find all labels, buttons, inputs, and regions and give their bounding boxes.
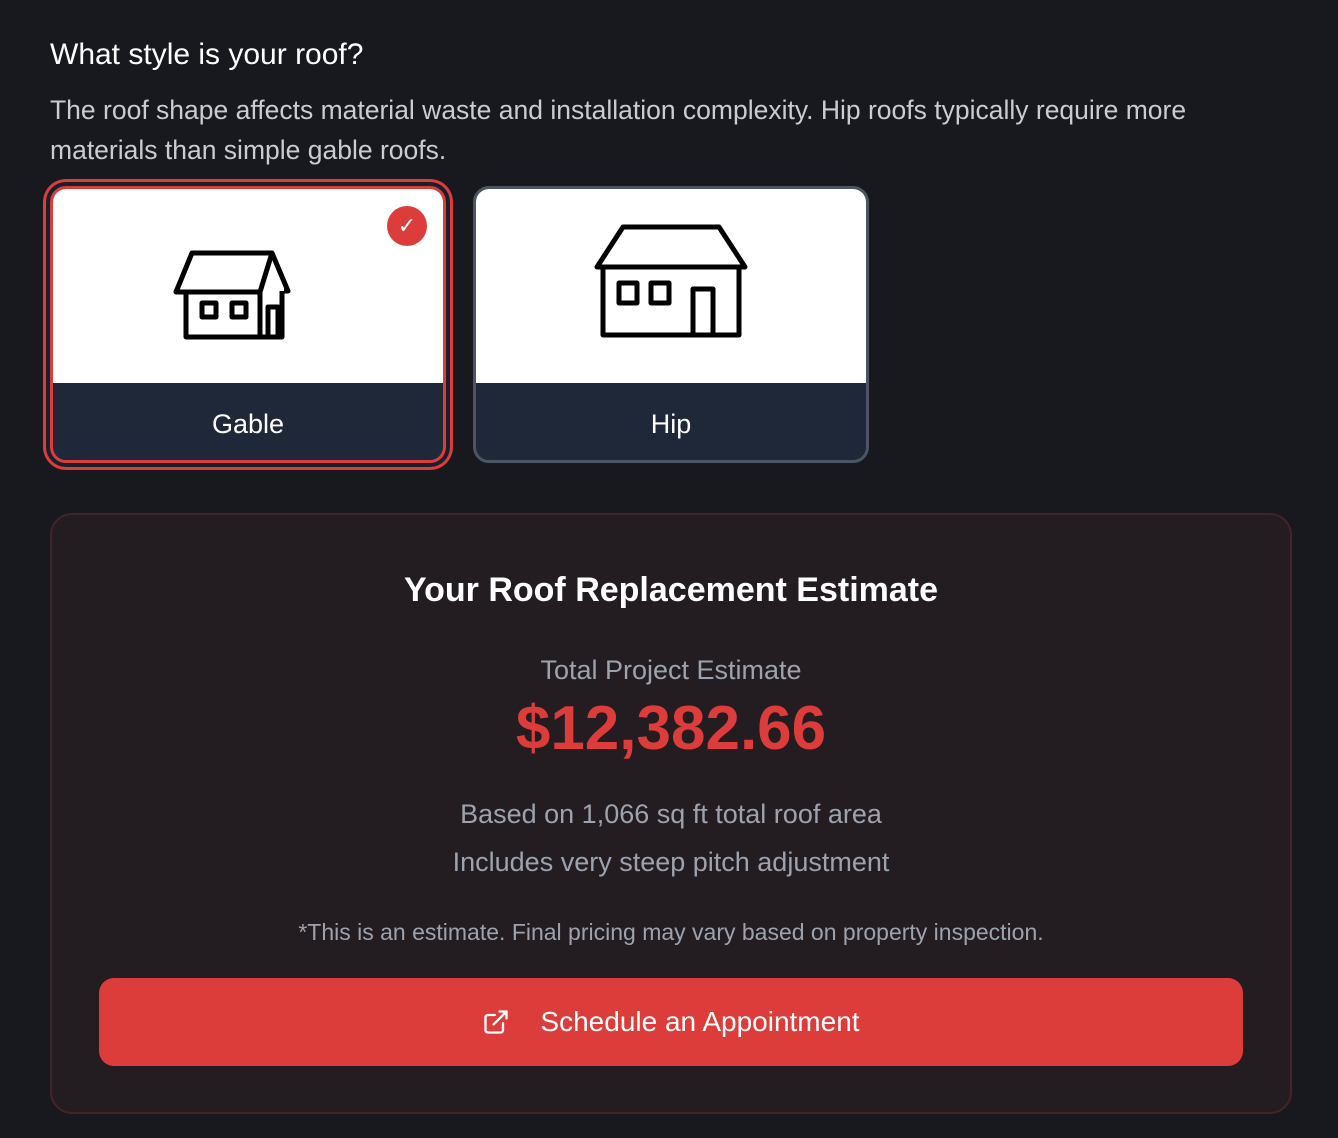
- hip-house-icon: [594, 224, 748, 338]
- option-label: Gable: [211, 409, 285, 439]
- pitch-note: Includes very steep pitch adjustment: [452, 847, 890, 877]
- gable-house-icon: [173, 250, 291, 340]
- question-title: What style is your roof?: [50, 38, 364, 71]
- area-note: Based on 1,066 sq ft total roof area: [460, 799, 882, 829]
- total-price: $12,382.66: [515, 694, 827, 763]
- total-label: Total Project Estimate: [540, 655, 802, 685]
- schedule-appointment-button[interactable]: Schedule an Appointment: [99, 978, 1243, 1066]
- estimate-title: Your Roof Replacement Estimate: [403, 571, 939, 609]
- schedule-appointment-label: Schedule an Appointment: [540, 1006, 860, 1037]
- disclaimer: *This is an estimate. Final pricing may …: [298, 919, 1044, 945]
- selected-check-icon: ✓: [387, 206, 427, 246]
- external-link-icon: [484, 1010, 509, 1034]
- option-gable[interactable]: ✓ Gable: [50, 186, 446, 463]
- option-label: Hip: [650, 409, 692, 439]
- option-hip[interactable]: Hip: [473, 186, 869, 463]
- estimate-panel: Your Roof Replacement Estimate Total Pro…: [50, 513, 1292, 1114]
- question-description: The roof shape affects material waste an…: [50, 95, 1187, 165]
